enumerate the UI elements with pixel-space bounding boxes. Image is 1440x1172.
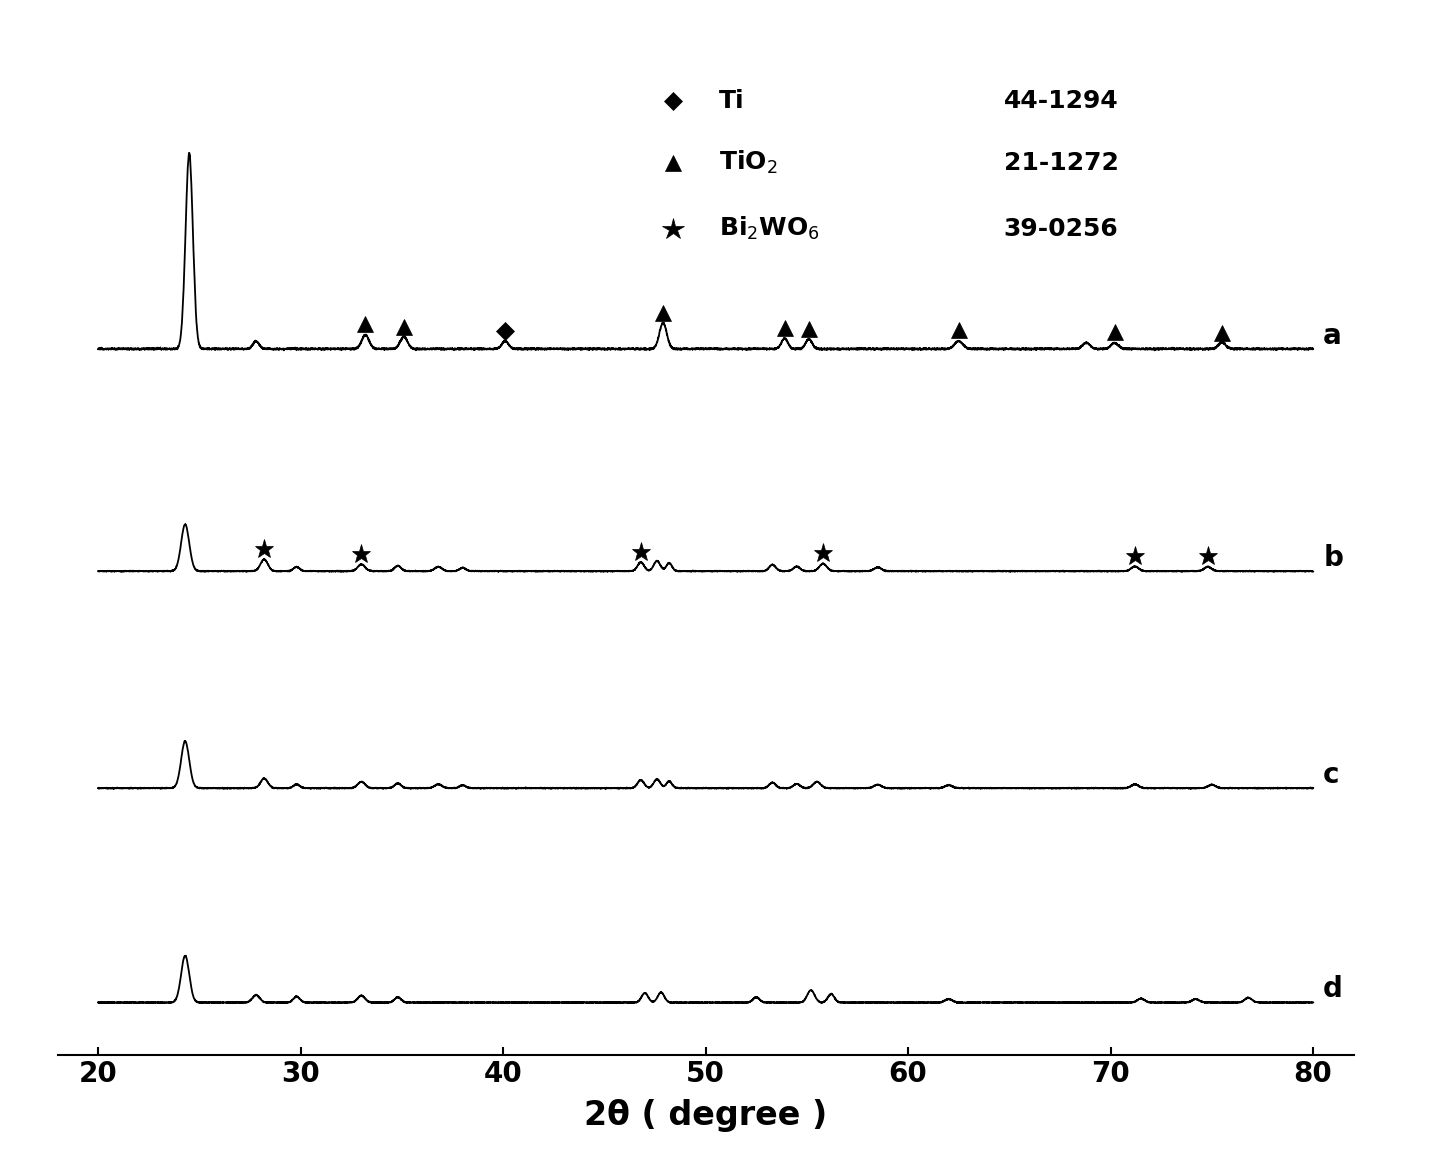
Text: 39-0256: 39-0256	[1004, 217, 1119, 241]
Text: Bi$_2$WO$_6$: Bi$_2$WO$_6$	[719, 216, 819, 243]
Text: Ti: Ti	[719, 89, 744, 114]
Text: 44-1294: 44-1294	[1004, 89, 1119, 114]
Text: 21-1272: 21-1272	[1004, 151, 1119, 175]
Text: b: b	[1323, 544, 1344, 572]
Text: TiO$_2$: TiO$_2$	[719, 149, 778, 176]
Text: d: d	[1323, 975, 1344, 1003]
Text: c: c	[1323, 761, 1339, 789]
Text: a: a	[1323, 322, 1342, 349]
X-axis label: 2θ ( degree ): 2θ ( degree )	[585, 1099, 827, 1132]
